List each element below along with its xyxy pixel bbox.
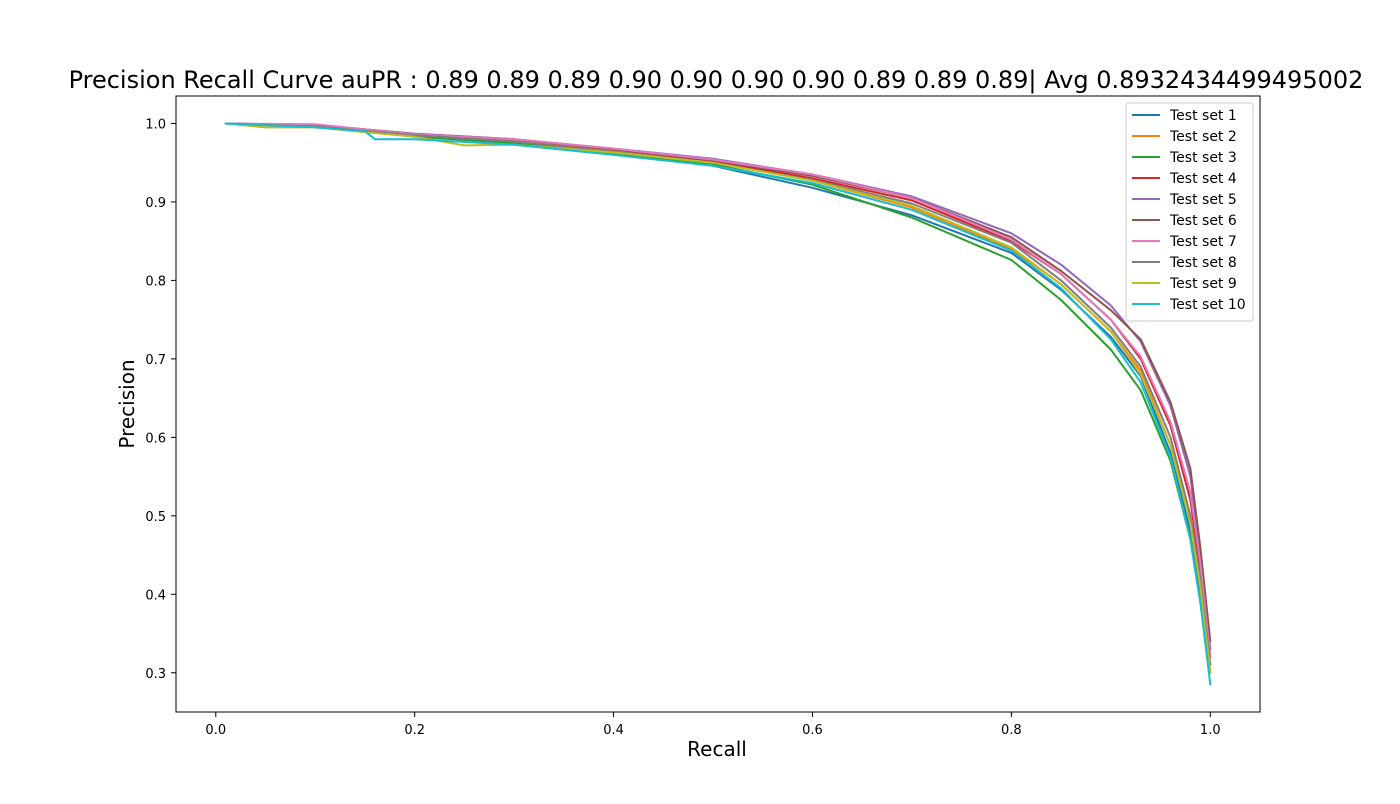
x-tick-label: 0.4 [603, 723, 624, 738]
x-tick-label: 0.6 [802, 723, 823, 738]
x-axis-label: Recall [687, 737, 747, 761]
series-line-9 [224, 122, 1212, 674]
y-tick-label: 0.8 [145, 274, 166, 289]
series-line-2 [224, 122, 1212, 666]
series-line-10 [224, 122, 1212, 686]
series-line-4 [224, 122, 1212, 659]
legend-label-2: Test set 2 [1169, 129, 1237, 145]
y-tick-label: 1.0 [145, 117, 166, 132]
series-line-3 [224, 122, 1212, 674]
y-tick-label: 0.3 [145, 667, 166, 682]
legend-label-4: Test set 4 [1169, 171, 1237, 187]
y-tick-label: 0.5 [145, 510, 166, 525]
legend-label-5: Test set 5 [1169, 192, 1237, 208]
y-tick-label: 0.7 [145, 353, 166, 368]
chart-title: Precision Recall Curve auPR : 0.89 0.89 … [69, 66, 1364, 94]
y-tick-label: 0.6 [145, 431, 166, 446]
series-line-6 [224, 122, 1212, 643]
legend-label-6: Test set 6 [1169, 213, 1237, 229]
legend: Test set 1 Test set 2 Test set 3 Test set 4… [1125, 102, 1254, 322]
x-tick-label: 0.8 [1001, 723, 1022, 738]
y-axis-label: Precision [115, 359, 139, 448]
series-line-7 [224, 122, 1212, 659]
series-line-5 [224, 122, 1212, 651]
series-line-8 [224, 122, 1212, 666]
x-tick-label: 1.0 [1200, 723, 1221, 738]
legend-label-9: Test set 9 [1169, 276, 1237, 292]
legend-label-1: Test set 1 [1169, 108, 1237, 124]
legend-label-3: Test set 3 [1169, 150, 1237, 166]
legend-label-8: Test set 8 [1169, 255, 1237, 271]
legend-label-10: Test set 10 [1169, 297, 1246, 313]
y-tick-label: 0.4 [145, 588, 166, 603]
plot-area: 0.0 0.2 0.4 0.6 0.8 1.0 0.3 0.4 0.5 0.6 0.7 0.8 0.9 1… [145, 95, 1261, 738]
x-tick-label: 0.0 [205, 723, 226, 738]
x-tick-label: 0.2 [404, 723, 425, 738]
legend-label-7: Test set 7 [1169, 234, 1237, 250]
plot-frame [175, 95, 1261, 713]
series-line-1 [224, 122, 1212, 674]
y-tick-label: 0.9 [145, 196, 166, 211]
